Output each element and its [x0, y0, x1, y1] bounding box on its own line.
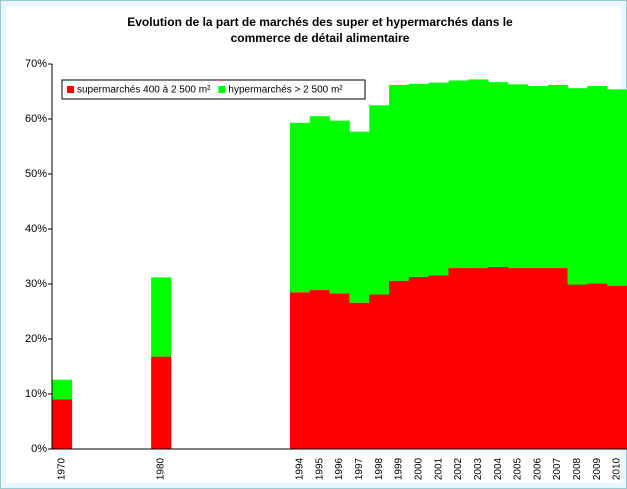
y-tick-label: 70%: [25, 58, 47, 70]
bar-segment: [309, 290, 330, 449]
bar-segment: [567, 284, 588, 449]
legend-label: hypermarchés > 2 500 m²: [228, 85, 343, 96]
bar-segment: [527, 268, 548, 449]
bar-segment: [309, 116, 330, 291]
legend-swatch: [67, 86, 74, 93]
bar-segment: [52, 379, 73, 400]
x-tick-label: 2000: [413, 457, 424, 480]
bar-segment: [428, 82, 449, 276]
bar-segment: [508, 84, 529, 269]
bar-segment: [448, 80, 469, 269]
y-tick-label: 50%: [25, 168, 47, 180]
y-tick-label: 0%: [31, 443, 47, 455]
bar-segment: [349, 302, 370, 449]
bar-segment: [52, 399, 73, 449]
bar-segment: [329, 120, 350, 294]
bar-segment: [151, 356, 172, 449]
x-tick-label: 1999: [394, 457, 405, 480]
x-tick-label: 1998: [374, 457, 385, 480]
bar-segment: [607, 285, 627, 449]
x-tick-label: 1995: [314, 457, 325, 480]
x-tick-label: 2008: [572, 457, 583, 480]
y-tick-label: 10%: [25, 388, 47, 400]
bar-segment: [408, 276, 430, 449]
legend-box: [61, 79, 366, 100]
x-tick-label: 2010: [612, 457, 623, 480]
bar-segment: [389, 280, 410, 449]
bar-segment: [468, 79, 489, 269]
x-tick-label: 2009: [592, 457, 603, 480]
bar-segment: [547, 84, 568, 269]
bar-segment: [448, 268, 469, 449]
y-tick-label: 60%: [25, 113, 47, 125]
bar-segment: [369, 294, 390, 449]
x-tick-label: 2003: [473, 457, 484, 480]
x-tick-label: 1994: [294, 457, 305, 480]
x-tick-label: 2002: [453, 457, 464, 480]
chart-title: Evolution de la part de marchés des supe…: [127, 15, 513, 29]
bar-segment: [547, 268, 568, 449]
legend-label: supermarchés 400 à 2 500 m²: [77, 85, 211, 96]
x-tick-label: 1980: [156, 457, 167, 480]
bar-segment: [369, 105, 390, 295]
bar-segment: [329, 293, 350, 449]
bar-segment: [488, 266, 509, 449]
bar-segment: [151, 277, 172, 357]
bar-segment: [527, 86, 548, 269]
legend-swatch: [218, 86, 226, 93]
x-tick-label: 2005: [513, 457, 524, 480]
bar-segment: [587, 283, 608, 449]
bar-segment: [408, 83, 430, 277]
chart-title: commerce de détail alimentaire: [231, 31, 410, 45]
bar-segment: [468, 268, 489, 449]
x-tick-label: 2007: [552, 457, 563, 480]
x-tick-label: 2006: [532, 457, 543, 480]
bar-segment: [567, 88, 588, 285]
x-tick-label: 1996: [334, 457, 345, 480]
bar-segment: [389, 84, 410, 281]
bar-segment: [349, 131, 370, 303]
y-tick-label: 30%: [25, 278, 47, 290]
bar-segment: [607, 89, 627, 286]
x-tick-label: 2004: [493, 457, 504, 480]
x-tick-label: 1997: [354, 457, 365, 480]
bar-segment: [289, 122, 311, 293]
y-tick-label: 40%: [25, 223, 47, 235]
bar-segment: [289, 292, 311, 449]
bar-segment: [508, 268, 529, 449]
y-tick-label: 20%: [25, 333, 47, 345]
bar-segment: [428, 275, 449, 449]
bar-segment: [488, 82, 509, 267]
x-tick-label: 1970: [57, 457, 68, 480]
bar-segment: [587, 86, 608, 284]
x-tick-label: 2001: [433, 457, 444, 480]
